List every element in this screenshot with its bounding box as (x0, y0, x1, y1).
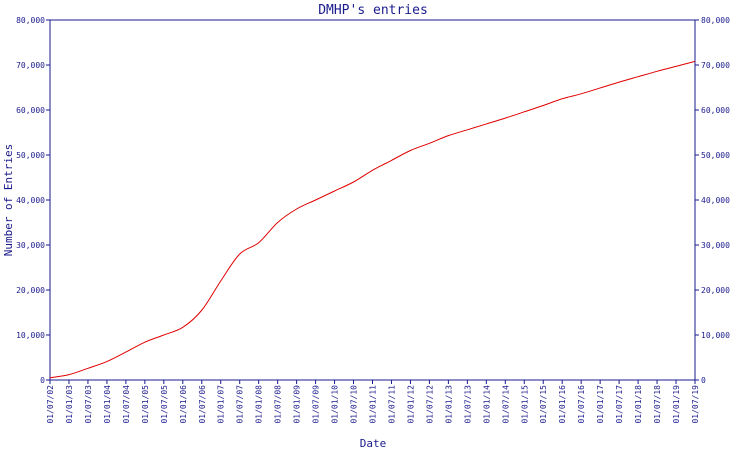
y-tick-label-right: 0 (701, 376, 706, 385)
x-axis: 01/07/02 01/01/03 01/07/03 01/01/04 01/07/04… (46, 380, 700, 424)
x-tick-label: 01/07/02 (46, 385, 55, 424)
plot-frame (49, 19, 696, 381)
y-tick-label-right: 80,000 (701, 16, 730, 25)
x-tick-label: 01/07/07 (236, 385, 245, 424)
y-tick-label-left: 0 (40, 376, 45, 385)
x-tick-label: 01/01/07 (217, 385, 226, 424)
x-tick-label: 01/01/03 (65, 385, 74, 424)
x-tick-label: 01/07/06 (198, 385, 207, 424)
x-tick-label: 01/07/10 (350, 385, 359, 424)
x-tick-label: 01/07/03 (84, 385, 93, 424)
x-tick-label: 01/01/05 (141, 385, 150, 424)
x-tick-label: 01/01/19 (672, 385, 681, 424)
x-tick-label: 01/07/11 (387, 385, 396, 424)
x-tick-label: 01/01/15 (520, 385, 529, 424)
y-tick-label-left: 80,000 (16, 16, 45, 25)
x-tick-label: 01/01/08 (255, 385, 264, 424)
y-tick-label-right: 20,000 (701, 286, 730, 295)
x-tick-label: 01/01/06 (179, 385, 188, 424)
x-tick-label: 01/07/14 (501, 385, 510, 424)
x-tick-label: 01/07/05 (160, 385, 169, 424)
x-tick-label: 01/07/16 (577, 385, 586, 424)
x-tick-label: 01/01/12 (406, 385, 415, 424)
x-tick-label: 01/07/04 (122, 385, 131, 424)
x-tick-label: 01/07/15 (539, 385, 548, 424)
x-tick-label: 01/07/18 (653, 385, 662, 424)
y-tick-label-left: 20,000 (16, 286, 45, 295)
y-tick-label-left: 40,000 (16, 196, 45, 205)
x-tick-label: 01/01/14 (482, 385, 491, 424)
x-tick-label: 01/01/13 (444, 385, 453, 424)
y-tick-label-right: 60,000 (701, 106, 730, 115)
y-tick-label-right: 70,000 (701, 61, 730, 70)
x-tick-label: 01/07/17 (615, 385, 624, 424)
y-tick-label-right: 30,000 (701, 241, 730, 250)
series-layer (49, 60, 696, 379)
x-tick-label: 01/01/16 (558, 385, 567, 424)
y-axis-right: 0 10,000 20,000 30,000 40,000 50,000 60,000 70,… (695, 16, 730, 385)
y-axis-left: 0 10,000 20,000 30,000 40,000 50,000 60,000 70,… (16, 16, 50, 385)
x-tick-label: 01/07/13 (463, 385, 472, 424)
y-tick-label-left: 60,000 (16, 106, 45, 115)
y-tick-label-right: 40,000 (701, 196, 730, 205)
x-tick-label: 01/07/12 (425, 385, 434, 424)
x-tick-label: 01/01/11 (369, 385, 378, 424)
x-tick-label: 01/07/19 (691, 385, 700, 424)
y-axis-title: Number of Entries (2, 144, 15, 257)
x-tick-label: 01/01/10 (331, 385, 340, 424)
x-tick-label: 01/01/04 (103, 385, 112, 424)
x-tick-label: 01/07/09 (312, 385, 321, 424)
y-tick-label-left: 70,000 (16, 61, 45, 70)
y-tick-label-left: 10,000 (16, 331, 45, 340)
series-line (49, 60, 696, 379)
y-tick-label-right: 10,000 (701, 331, 730, 340)
y-tick-label-left: 50,000 (16, 151, 45, 160)
chart-title: DMHP's entries (318, 3, 428, 18)
x-tick-label: 01/01/17 (596, 385, 605, 424)
y-tick-label-left: 30,000 (16, 241, 45, 250)
y-tick-label-right: 50,000 (701, 151, 730, 160)
x-tick-label: 01/07/08 (274, 385, 283, 424)
x-tick-label: 01/01/18 (634, 385, 643, 424)
x-axis-title: Date (360, 437, 387, 450)
x-tick-label: 01/01/09 (293, 385, 302, 424)
